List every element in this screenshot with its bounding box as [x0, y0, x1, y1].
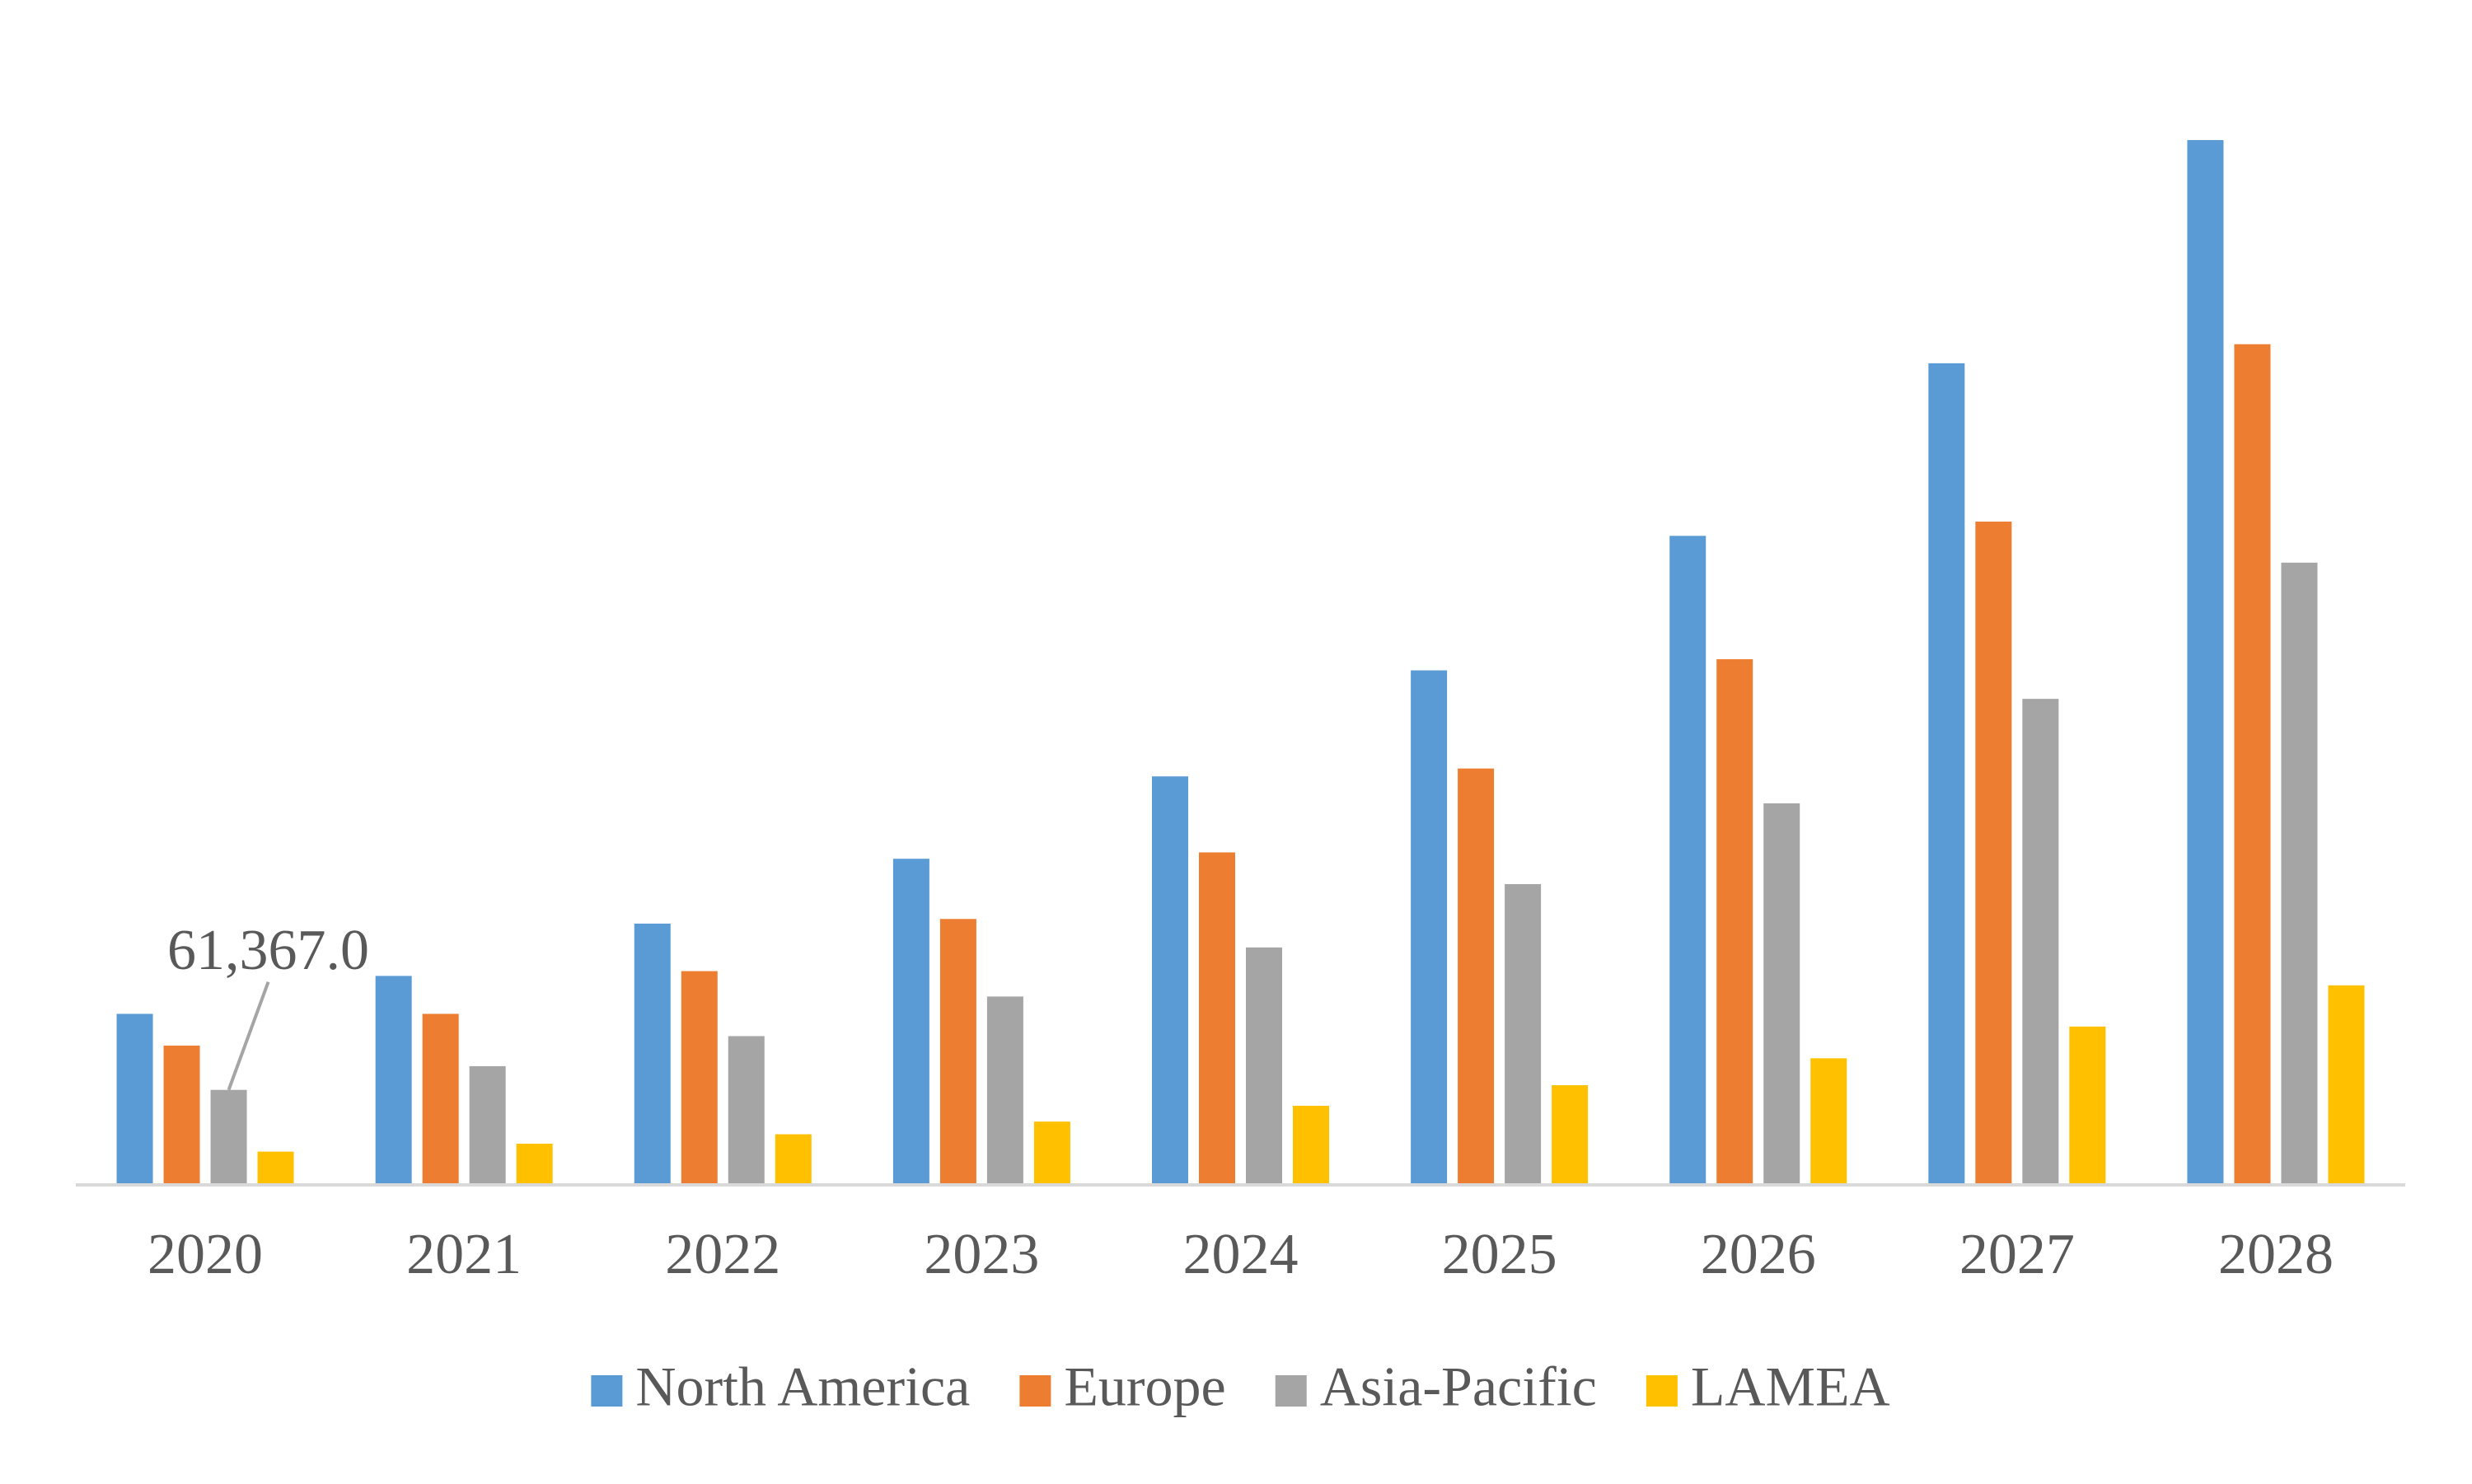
bar	[2328, 985, 2365, 1185]
bar	[1033, 1121, 1070, 1185]
legend-label: North America	[635, 1355, 970, 1418]
bar	[1293, 1106, 1329, 1185]
bar	[1716, 659, 1753, 1185]
data-label: 61,367.0	[167, 919, 369, 982]
bar	[775, 1134, 812, 1185]
legend-swatch	[1019, 1375, 1051, 1407]
bar	[2234, 344, 2271, 1185]
bar	[986, 996, 1023, 1185]
bar	[2069, 1026, 2106, 1185]
bar	[163, 1045, 200, 1185]
bar	[1975, 522, 2012, 1185]
bar	[634, 923, 671, 1185]
legend-label: Asia-Pacific	[1320, 1355, 1597, 1418]
x-tick-label: 2020	[147, 1223, 263, 1286]
x-tick-label: 2026	[1701, 1223, 1816, 1286]
legend-swatch	[1646, 1375, 1678, 1407]
x-tick-label: 2028	[2218, 1223, 2334, 1286]
bar	[2022, 699, 2059, 1185]
bar	[1411, 670, 1448, 1185]
x-tick-label: 2025	[1442, 1223, 1557, 1286]
bar	[469, 1065, 506, 1185]
bar	[892, 859, 929, 1185]
bar	[939, 919, 976, 1185]
bar	[1152, 776, 1188, 1185]
x-tick-label: 2021	[406, 1223, 522, 1286]
bar	[210, 1089, 247, 1185]
legend-swatch	[1275, 1375, 1307, 1407]
x-tick-label: 2022	[665, 1223, 780, 1286]
legend-label: Europe	[1064, 1355, 1225, 1418]
bar	[2187, 139, 2224, 1186]
bar	[1810, 1058, 1847, 1185]
bar	[1669, 536, 1707, 1185]
bar	[728, 1036, 765, 1185]
legend-swatch	[591, 1375, 623, 1407]
x-tick-label: 2023	[924, 1223, 1039, 1286]
bar	[257, 1151, 294, 1185]
bar	[2281, 562, 2318, 1185]
bar	[1763, 803, 1800, 1185]
bar	[1199, 852, 1235, 1185]
leader-line	[227, 981, 270, 1091]
bar	[1928, 363, 1965, 1186]
legend-label: LAMEA	[1691, 1355, 1890, 1418]
bar	[1458, 768, 1495, 1185]
bar	[1246, 947, 1282, 1185]
bar	[681, 971, 718, 1185]
bar	[422, 1014, 459, 1185]
x-tick-label: 2027	[1959, 1223, 2075, 1286]
bar	[1552, 1085, 1589, 1185]
bar	[1505, 883, 1542, 1185]
x-tick-label: 2024	[1183, 1223, 1299, 1286]
bar	[516, 1144, 553, 1185]
bar	[116, 1014, 153, 1185]
bar	[375, 976, 412, 1185]
